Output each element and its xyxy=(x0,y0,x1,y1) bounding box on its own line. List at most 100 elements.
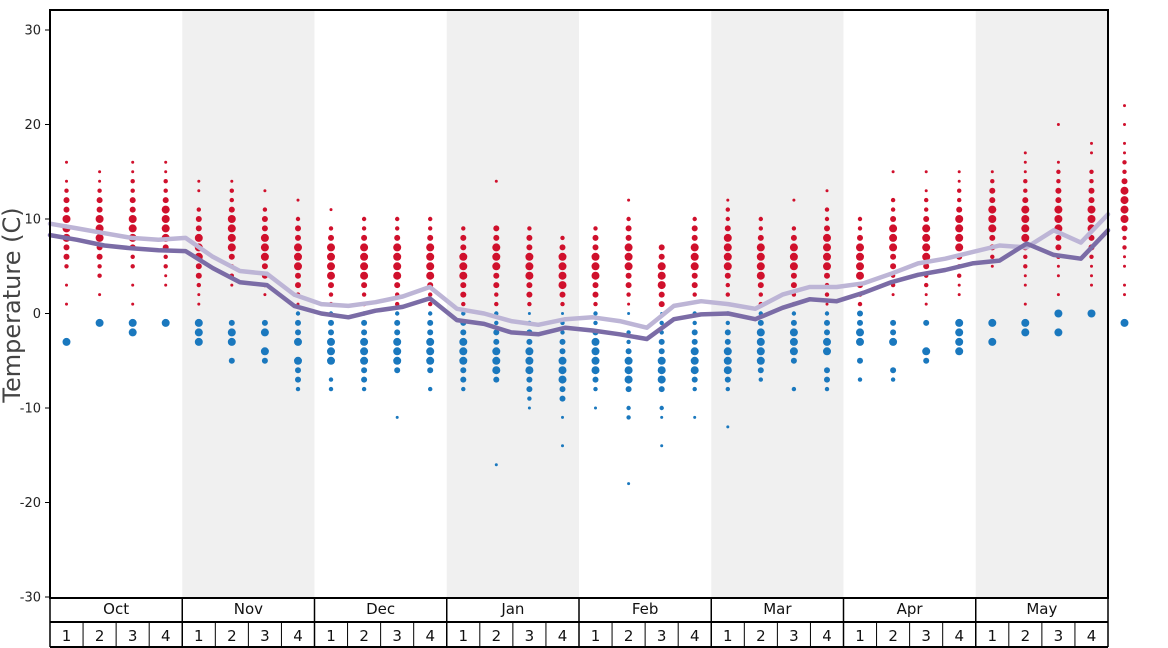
warm-point xyxy=(327,262,335,271)
cold-point xyxy=(1021,328,1030,337)
cold-point xyxy=(228,357,235,364)
warm-point xyxy=(955,233,964,242)
cold-point xyxy=(824,367,830,374)
warm-point xyxy=(1122,169,1127,174)
warm-point xyxy=(560,235,565,241)
warm-point xyxy=(294,252,302,261)
warm-point xyxy=(96,206,103,213)
warm-point xyxy=(97,188,102,193)
warm-point xyxy=(493,225,500,232)
warm-point xyxy=(360,271,369,280)
cold-point xyxy=(526,376,533,383)
warm-point xyxy=(658,253,665,260)
warm-point xyxy=(130,254,135,259)
warm-point xyxy=(131,283,135,287)
cold-point xyxy=(624,366,633,375)
warm-point xyxy=(163,264,168,269)
warm-point xyxy=(1021,205,1030,214)
warm-point xyxy=(195,216,202,222)
y-tick-label: 10 xyxy=(24,213,41,228)
cold-point xyxy=(394,329,401,336)
warm-point xyxy=(494,179,498,183)
warm-point xyxy=(494,301,499,307)
cold-point xyxy=(161,318,170,327)
warm-point xyxy=(1056,264,1060,268)
cold-point xyxy=(525,356,534,365)
warm-point xyxy=(989,234,996,241)
cold-point xyxy=(328,377,334,382)
warm-point xyxy=(558,262,567,271)
cold-point xyxy=(295,376,301,383)
cold-point xyxy=(559,338,566,345)
cold-point xyxy=(692,386,697,392)
warm-point xyxy=(625,272,632,279)
cold-point xyxy=(591,366,600,375)
cold-point xyxy=(857,377,863,382)
cold-point xyxy=(294,337,302,346)
warm-point xyxy=(956,206,963,213)
upper-trend-line xyxy=(47,212,1111,330)
warm-point xyxy=(294,243,302,252)
warm-point xyxy=(624,262,633,271)
cold-point xyxy=(890,377,896,382)
week-label: 1 xyxy=(591,627,601,645)
cold-point xyxy=(328,319,334,326)
cold-point xyxy=(460,376,467,383)
warm-point xyxy=(395,216,400,222)
warm-point xyxy=(228,206,235,213)
warm-point xyxy=(428,226,433,231)
warm-point xyxy=(328,282,334,289)
warm-point xyxy=(393,271,402,280)
warm-point xyxy=(1055,197,1062,204)
cold-point xyxy=(527,312,531,315)
cold-point xyxy=(360,347,369,356)
cold-point xyxy=(690,347,699,356)
warm-point xyxy=(823,262,831,271)
cold-point xyxy=(988,337,997,346)
warm-point xyxy=(227,233,236,242)
week-label: 3 xyxy=(128,627,138,645)
warm-point xyxy=(492,243,501,252)
warm-point xyxy=(1055,234,1062,241)
cold-point xyxy=(295,367,301,374)
cold-point xyxy=(757,367,764,374)
cold-point xyxy=(627,312,631,315)
cold-point xyxy=(261,319,268,326)
warm-point xyxy=(63,197,70,204)
warm-point xyxy=(95,233,104,242)
cold-point xyxy=(1120,318,1129,327)
cold-point xyxy=(526,338,533,345)
cold-point xyxy=(525,347,534,356)
warm-point xyxy=(924,207,929,212)
warm-point xyxy=(163,188,168,193)
cold-point xyxy=(724,376,731,383)
warm-point xyxy=(1055,244,1062,251)
warm-point xyxy=(756,243,765,252)
cold-point xyxy=(427,367,434,374)
cold-point xyxy=(1054,309,1063,318)
cold-point xyxy=(1087,309,1096,318)
week-label: 2 xyxy=(888,627,898,645)
cold-point xyxy=(361,329,368,336)
warm-point xyxy=(1123,264,1126,268)
warm-point xyxy=(494,292,499,297)
warm-point xyxy=(691,234,698,241)
warm-point xyxy=(525,252,534,261)
warm-point xyxy=(1123,255,1126,259)
warm-point xyxy=(493,272,500,279)
y-axis-title: Temperature (C) xyxy=(0,207,26,403)
warm-point xyxy=(1090,264,1093,268)
month-band xyxy=(975,10,1108,598)
cold-point xyxy=(690,356,699,365)
warm-point xyxy=(990,170,994,174)
warm-point xyxy=(1120,186,1129,195)
cold-point xyxy=(657,375,666,384)
warm-point xyxy=(1089,179,1094,184)
warm-point xyxy=(1023,151,1027,155)
cold-point xyxy=(527,406,531,410)
warm-point xyxy=(526,234,533,241)
cold-point xyxy=(691,329,698,336)
warm-point xyxy=(327,271,335,280)
warm-point xyxy=(360,252,369,261)
cold-point xyxy=(295,386,301,392)
